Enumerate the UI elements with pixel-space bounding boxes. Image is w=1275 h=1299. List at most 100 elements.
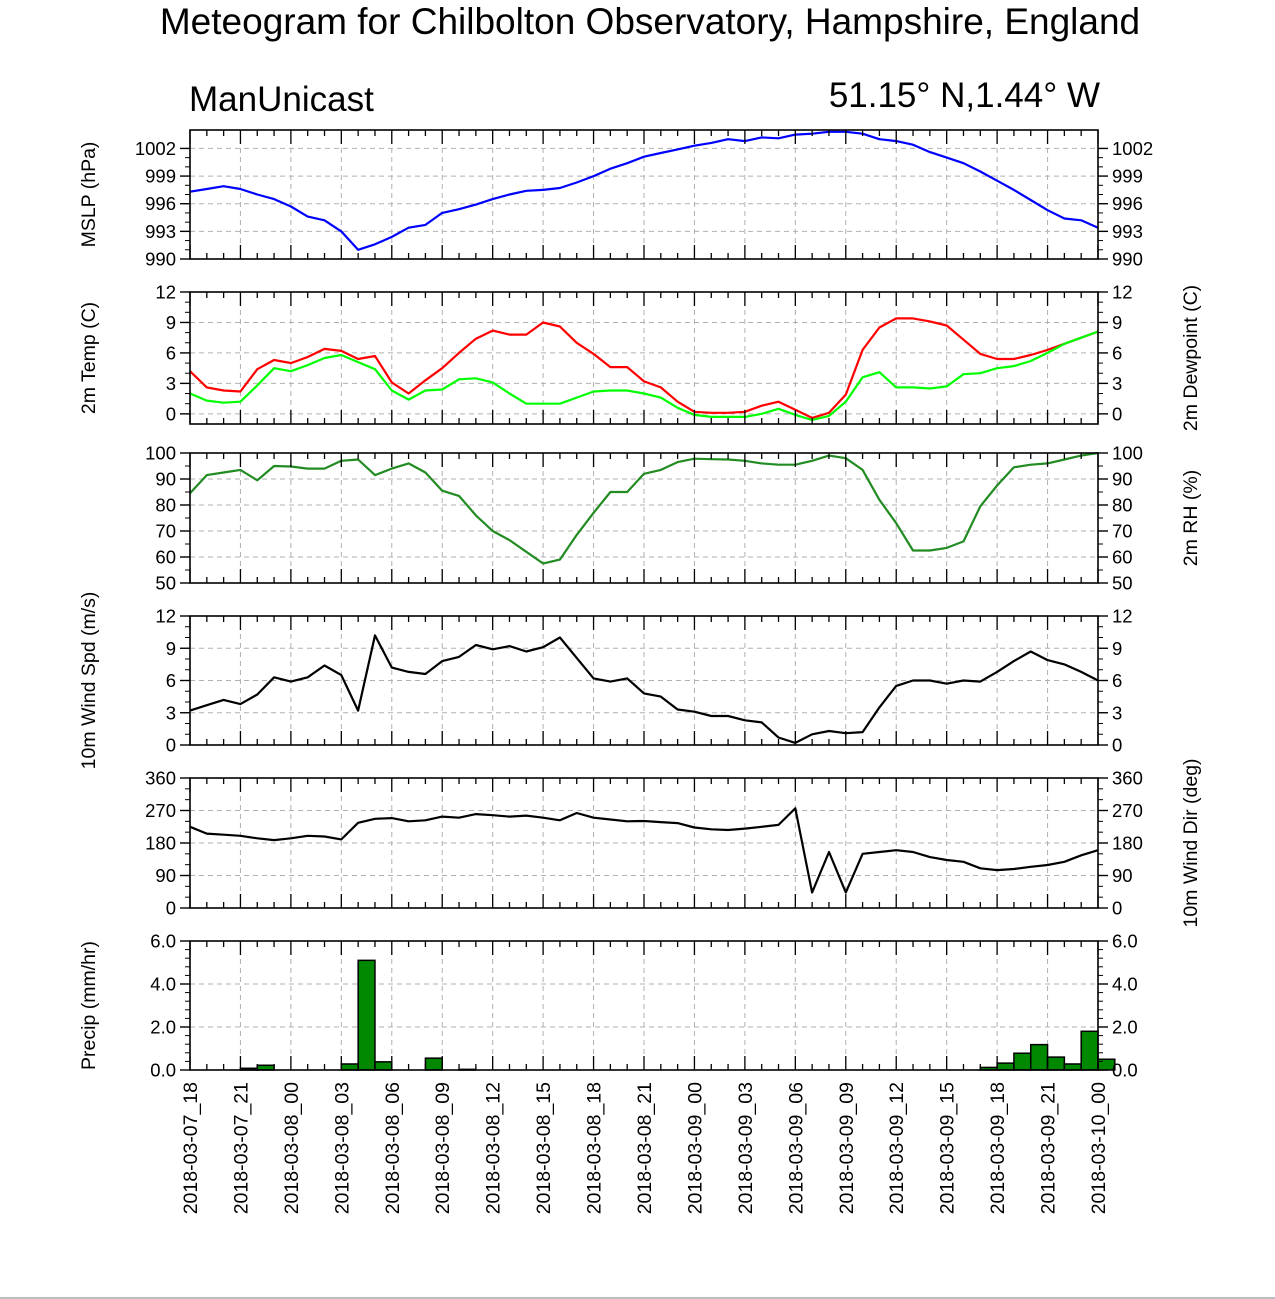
y-tick-label: 80: [155, 495, 176, 516]
temp-left-axis-label: 2m Temp (C): [78, 302, 100, 414]
precip-bar: [1029, 1043, 1049, 1071]
precip-bar: [424, 1057, 443, 1071]
y-tick-label: 0: [1112, 898, 1122, 919]
y-tick-label: 0: [166, 898, 176, 919]
wind_dir-right-axis-label: 10m Wind Dir (deg): [1180, 758, 1202, 927]
y-tick-label: 60: [1112, 547, 1133, 568]
y-tick-label: 270: [145, 800, 176, 821]
y-tick-label: 6.0: [1112, 931, 1138, 952]
y-tick-label: 9: [166, 312, 176, 333]
y-tick-label: 4.0: [150, 974, 176, 995]
temp-series-line-0: [189, 317, 1099, 419]
y-tick-label: 70: [1112, 521, 1133, 542]
wind_speed-series-line-0: [189, 634, 1099, 745]
y-tick-label: 360: [145, 768, 176, 789]
y-tick-label: 70: [155, 521, 176, 542]
y-tick-label: 12: [155, 282, 176, 303]
y-tick-label: 0: [166, 403, 176, 424]
y-tick-label: 0.0: [150, 1060, 176, 1081]
y-tick-label: 90: [1112, 469, 1133, 490]
precip-bar: [357, 959, 376, 1071]
y-tick-label: 100: [145, 443, 176, 464]
y-tick-label: 6.0: [150, 931, 176, 952]
y-tick-label: 100: [1112, 443, 1143, 464]
x-tick-label: 2018-03-08_18: [584, 1082, 606, 1214]
y-tick-label: 50: [155, 573, 176, 594]
x-tick-label: 2018-03-10_00: [1088, 1082, 1110, 1214]
y-tick-label: 3: [166, 373, 176, 394]
y-tick-label: 6: [166, 342, 176, 363]
temp-series-line-1: [189, 330, 1099, 421]
x-tick-label: 2018-03-08_15: [533, 1082, 555, 1214]
x-tick-label: 2018-03-08_03: [331, 1082, 353, 1214]
bottom-divider: [0, 1297, 1275, 1299]
y-tick-label: 6: [1112, 670, 1122, 691]
temp-right-axis-label: 2m Dewpoint (C): [1180, 285, 1202, 431]
x-tick-label: 2018-03-08_00: [281, 1082, 303, 1214]
x-tick-label: 2018-03-08_12: [483, 1082, 505, 1214]
precip-bar: [996, 1062, 1015, 1071]
x-tick-label: 2018-03-07_18: [180, 1082, 202, 1214]
y-tick-label: 180: [145, 833, 176, 854]
y-tick-label: 1002: [135, 138, 176, 159]
y-tick-label: 4.0: [1112, 974, 1138, 995]
y-tick-label: 0: [1112, 403, 1122, 424]
y-tick-label: 90: [155, 865, 176, 886]
y-tick-label: 993: [145, 221, 176, 242]
y-tick-label: 990: [1112, 249, 1143, 270]
y-tick-label: 1002: [1112, 138, 1153, 159]
mslp-series-line-0: [189, 130, 1099, 251]
y-tick-label: 90: [1112, 865, 1133, 886]
precip-bar: [1013, 1052, 1032, 1071]
y-tick-label: 9: [166, 638, 176, 659]
x-tick-label: 2018-03-09_09: [836, 1082, 858, 1214]
y-tick-label: 12: [1112, 606, 1133, 627]
y-tick-label: 999: [145, 166, 176, 187]
precip-bar: [374, 1061, 393, 1071]
x-tick-label: 2018-03-09_21: [1038, 1082, 1060, 1214]
y-tick-label: 12: [155, 606, 176, 627]
model-name-label: ManUnicast: [189, 80, 374, 119]
y-tick-label: 0: [1112, 735, 1122, 756]
mslp-left-axis-label: MSLP (hPa): [78, 142, 100, 248]
y-tick-label: 999: [1112, 166, 1143, 187]
y-tick-label: 996: [145, 193, 176, 214]
y-tick-label: 60: [155, 547, 176, 568]
y-tick-label: 360: [1112, 768, 1143, 789]
x-tick-label: 2018-03-08_21: [634, 1082, 656, 1214]
y-tick-label: 270: [1112, 800, 1143, 821]
y-tick-label: 0: [166, 735, 176, 756]
y-tick-label: 993: [1112, 221, 1143, 242]
y-tick-label: 990: [145, 249, 176, 270]
x-tick-label: 2018-03-09_12: [886, 1082, 908, 1214]
y-tick-label: 9: [1112, 638, 1122, 659]
y-tick-label: 2.0: [1112, 1017, 1138, 1038]
precip-bar: [1046, 1056, 1066, 1071]
rh-right-axis-label: 2m RH (%): [1180, 470, 1202, 566]
wind_dir-series-line-0: [189, 807, 1099, 894]
x-tick-label: 2018-03-08_09: [432, 1082, 454, 1214]
precip-bar: [340, 1063, 359, 1071]
y-tick-label: 6: [166, 670, 176, 691]
y-tick-label: 6: [1112, 342, 1122, 363]
y-tick-label: 50: [1112, 573, 1133, 594]
precip-bar: [1063, 1063, 1082, 1071]
x-tick-label: 2018-03-09_15: [937, 1082, 959, 1214]
y-tick-label: 180: [1112, 833, 1143, 854]
y-tick-label: 0.0: [1112, 1060, 1138, 1081]
precip-left-axis-label: Precip (mm/hr): [78, 941, 100, 1070]
x-tick-label: 2018-03-09_03: [735, 1082, 757, 1214]
x-tick-label: 2018-03-09_06: [785, 1082, 807, 1214]
y-tick-label: 2.0: [150, 1017, 176, 1038]
y-tick-label: 3: [1112, 702, 1122, 723]
y-tick-label: 80: [1112, 495, 1133, 516]
y-tick-label: 9: [1112, 312, 1122, 333]
wind_speed-left-axis-label: 10m Wind Spd (m/s): [78, 592, 100, 770]
location-label: 51.15° N,1.44° W: [828, 76, 1100, 115]
chart-title: Meteogram for Chilbolton Observatory, Ha…: [159, 1, 1141, 42]
y-tick-label: 3: [166, 702, 176, 723]
y-tick-label: 996: [1112, 193, 1143, 214]
y-tick-label: 90: [155, 469, 176, 490]
y-tick-label: 12: [1112, 282, 1133, 303]
